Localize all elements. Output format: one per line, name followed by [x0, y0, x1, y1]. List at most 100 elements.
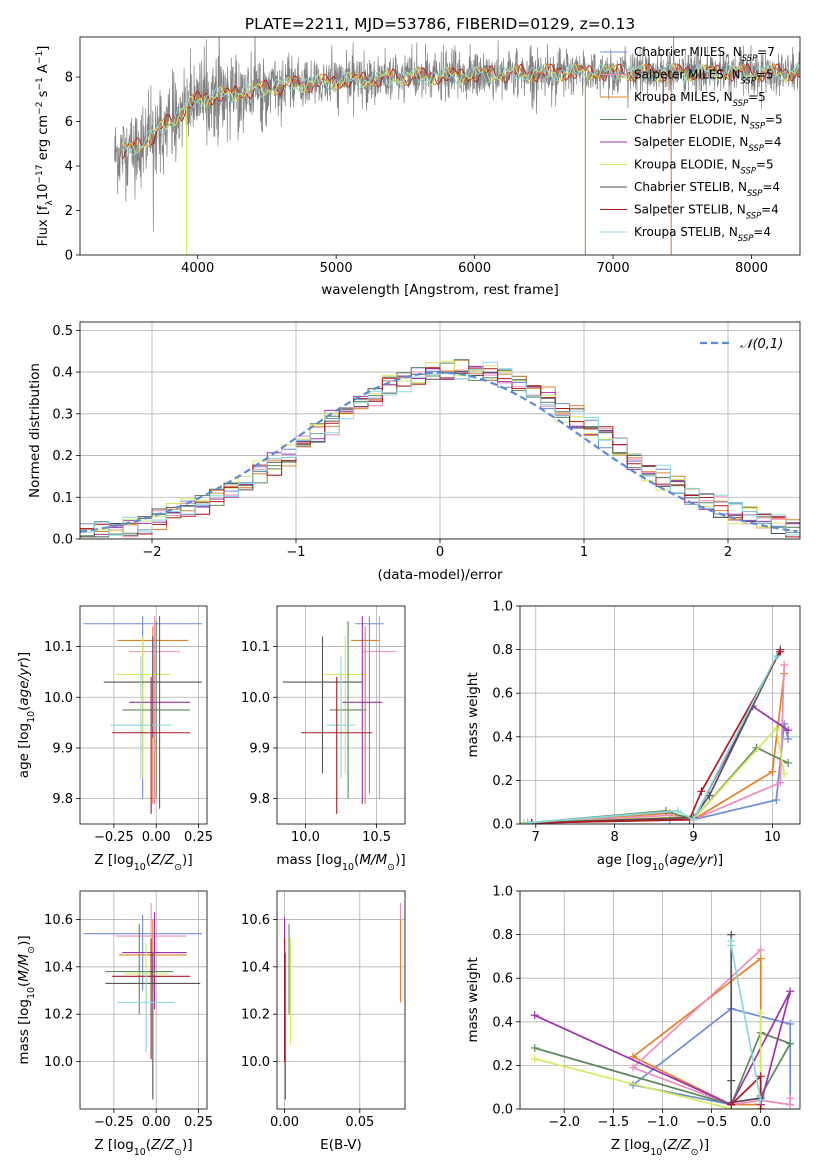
- y-tick-label: 0.4: [492, 1015, 513, 1030]
- x-tick-label: 7: [532, 830, 540, 845]
- y-tick-label: 0.2: [52, 449, 73, 464]
- x-axis-label: E(B-V): [320, 1137, 362, 1153]
- series-marker-chabrier_miles: [786, 1019, 795, 1028]
- x-tick-label: 0.00: [142, 830, 171, 845]
- axes-frame: [79, 890, 208, 1110]
- y-tick-label: 8: [65, 71, 73, 86]
- spectrum-chart: 4000 5000 6000 7000 8000 0 2 4 6 8 wavelength [Ang…: [35, 36, 801, 298]
- x-tick-label: 0.00: [270, 1115, 299, 1130]
- x-tick-label: 10.5: [362, 830, 391, 845]
- y-tick-label: 9.9: [249, 741, 270, 756]
- series-marker-salpeter_stelib: [727, 1100, 736, 1109]
- y-tick-label: 0.4: [52, 366, 73, 381]
- series-marker-salpeter_miles: [786, 1094, 795, 1103]
- mass_vs_ebv-chart: 0.00 0.05 10.0 10.2 10.4 10.6 E(B-V): [241, 890, 406, 1153]
- model-fit-salpeter_stelib: [121, 63, 800, 160]
- y-tick-label: 0.0: [52, 533, 73, 548]
- weight_vs_Z-chart: −2.0 −1.5 −1.0 −0.5 0.0 0.0 0.2 0.4 0.6 0.8 1.0 Z […: [465, 885, 801, 1158]
- series-line-chabrier_stelib: [527, 649, 782, 824]
- y-tick-label: 9.9: [52, 741, 73, 756]
- series-marker-salpeter_miles: [756, 945, 765, 954]
- series-marker-kroupa_stelib: [756, 1096, 765, 1105]
- series-line-salpeter_miles: [531, 664, 786, 824]
- weight_vs_age-plot-area: [520, 645, 793, 824]
- age_vs_Z-plot-area: [83, 616, 202, 814]
- series-marker-salpeter_elodie: [530, 1011, 539, 1020]
- y-tick-label: 10.4: [44, 960, 73, 975]
- weight_vs_Z-plot-area: [530, 930, 795, 1109]
- series-marker-kroupa_stelib: [772, 652, 781, 661]
- series-line-chabrier_stelib: [730, 934, 761, 1104]
- x-tick-label: 1: [580, 545, 588, 560]
- x-axis-label: Z [log10(Z/Z⊙)]: [611, 1137, 709, 1158]
- x-tick-label: 0.25: [184, 830, 213, 845]
- legend-label-salpeter_elodie: Salpeter ELODIE, NSSP=4: [634, 135, 782, 153]
- series-marker-kroupa_miles: [768, 767, 777, 776]
- y-axis-label: Normed distribution: [27, 363, 43, 498]
- y-tick-label: 0.2: [492, 1059, 513, 1074]
- legend-label-salpeter_miles: Salpeter MILES, NSSP=5: [634, 68, 774, 86]
- series-marker-chabrier_miles: [772, 796, 781, 805]
- x-axis-label: mass [log10(M/M⊙)]: [276, 852, 405, 873]
- axes-frame: [79, 321, 801, 540]
- y-tick-label: 10.2: [241, 1008, 270, 1023]
- series-marker-kroupa_stelib: [727, 941, 736, 950]
- y-tick-label: 0.0: [492, 1103, 513, 1118]
- y-tick-label: 10.6: [241, 913, 270, 928]
- axes-frame: [519, 605, 801, 825]
- y-tick-label: 0.6: [492, 687, 513, 702]
- legend-label-salpeter_stelib: Salpeter STELIB, NSSP=4: [634, 203, 779, 221]
- x-tick-label: 0.00: [142, 1115, 171, 1130]
- y-tick-label: 10.2: [44, 1008, 73, 1023]
- age_vs_mass-plot-area: [282, 616, 397, 814]
- y-tick-label: 0.5: [52, 324, 73, 339]
- x-axis-label: Z [log10(Z/Z⊙)]: [94, 852, 192, 873]
- x-tick-label: 0.05: [345, 1115, 374, 1130]
- x-tick-label: −1.0: [647, 1115, 679, 1130]
- mass_vs_ebv-plot-area: [283, 902, 402, 1100]
- mass_vs_Z-plot-area: [83, 902, 202, 1100]
- x-tick-label: 9: [689, 830, 697, 845]
- x-tick-label: 5000: [320, 261, 353, 276]
- series-marker-salpeter_stelib: [697, 787, 706, 796]
- residuals-chart: −2 −1 0 1 2 0.0 0.1 0.2 0.3 0.4 0.5 (data-model)/er…: [27, 321, 801, 583]
- y-axis-label: Flux [fλ10−17 erg cm−2 s−1 A−1]: [35, 46, 55, 247]
- model-fit-kroupa_stelib: [121, 63, 800, 157]
- histogram-kroupa_stelib: [80, 361, 800, 536]
- series-marker-kroupa_stelib: [673, 806, 682, 815]
- x-tick-label: −2: [142, 545, 161, 560]
- y-axis-label: mass [log10(M/M⊙)]: [16, 935, 37, 1064]
- legend-label-kroupa_miles: Kroupa MILES, NSSP=5: [634, 90, 766, 108]
- series-line-kroupa_miles: [527, 673, 786, 824]
- model-fit-kroupa_miles: [121, 63, 800, 155]
- series-marker-chabrier_elodie: [530, 1043, 539, 1052]
- legend-label-chabrier_stelib: Chabrier STELIB, NSSP=4: [634, 180, 780, 198]
- series-marker-salpeter_miles: [776, 778, 785, 787]
- x-tick-label: 0.25: [184, 1115, 213, 1130]
- figure-title: PLATE=2211, MJD=53786, FIBERID=0129, z=0…: [245, 15, 635, 33]
- series-marker-chabrier_elodie: [786, 1039, 795, 1048]
- x-axis-label: (data-model)/error: [377, 567, 503, 583]
- x-tick-label: −2.0: [548, 1115, 580, 1130]
- histogram-kroupa_elodie: [80, 360, 800, 538]
- x-tick-label: −1: [286, 545, 305, 560]
- x-tick-label: 4000: [181, 261, 214, 276]
- series-marker-kroupa_stelib: [523, 818, 532, 824]
- series-marker-kroupa_elodie: [772, 724, 781, 733]
- y-tick-label: 10.1: [241, 640, 270, 655]
- series-marker-kroupa_elodie: [530, 1054, 539, 1063]
- y-tick-label: 2: [65, 204, 73, 219]
- x-tick-label: 0: [436, 545, 444, 560]
- series-marker-salpeter_stelib: [776, 647, 785, 656]
- series-line-chabrier_miles: [523, 722, 790, 824]
- x-tick-label: −0.25: [94, 1115, 134, 1130]
- series-marker-kroupa_miles: [756, 954, 765, 963]
- y-tick-label: 1.0: [492, 600, 513, 615]
- series-marker-salpeter_stelib: [756, 1105, 765, 1109]
- series-marker-salpeter_miles: [628, 1063, 637, 1072]
- x-tick-label: 7000: [597, 261, 630, 276]
- y-tick-label: 9.8: [249, 792, 270, 807]
- x-axis-label: age [log10(age/yr)]: [597, 852, 723, 873]
- axes-frame: [79, 36, 801, 256]
